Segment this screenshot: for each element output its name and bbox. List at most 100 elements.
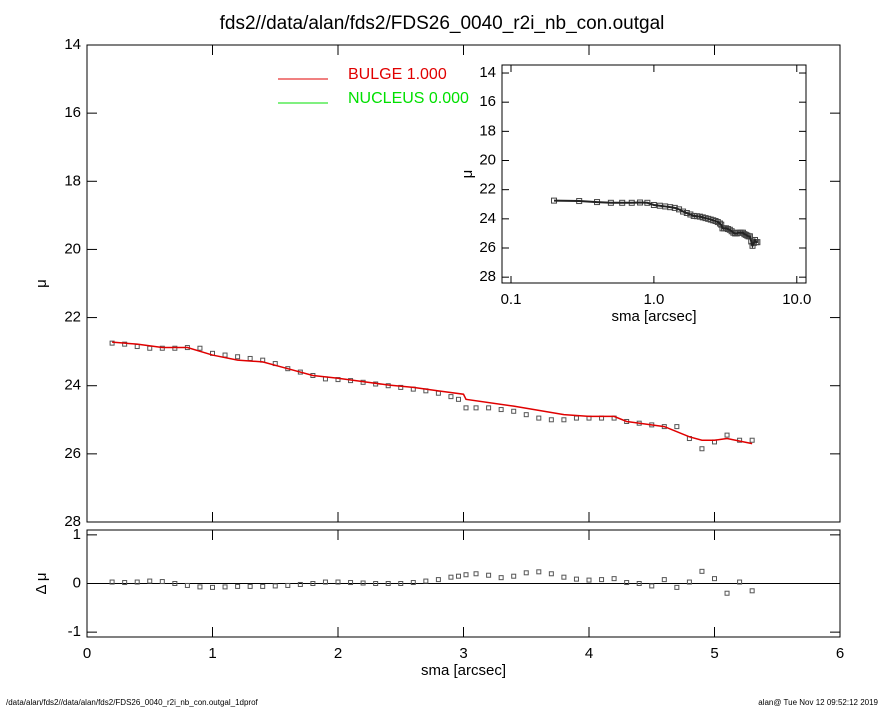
- x-axis-label: sma [arcsec]: [611, 308, 696, 325]
- data-point: [448, 394, 454, 400]
- data-point: [260, 583, 266, 589]
- y-tick-label: 28: [479, 268, 496, 285]
- data-point: [222, 352, 228, 358]
- y-tick-label: 0: [73, 574, 81, 591]
- x-tick-label: 5: [710, 645, 718, 662]
- x-tick-label: 6: [836, 645, 844, 662]
- y-tick-label: 18: [64, 172, 81, 189]
- data-point: [536, 569, 542, 575]
- data-point: [649, 583, 655, 589]
- data-point: [385, 581, 391, 586]
- data-point: [586, 577, 592, 583]
- data-point: [247, 355, 253, 361]
- data-point: [172, 581, 178, 586]
- data-point: [455, 573, 461, 579]
- y-tick-label: 14: [64, 36, 81, 53]
- data-point: [235, 583, 241, 589]
- data-point: [423, 578, 429, 584]
- data-point: [272, 583, 278, 589]
- data-point: [674, 584, 680, 590]
- data-point: [197, 584, 203, 590]
- data-point: [561, 574, 567, 580]
- y-axis-label: Δ μ: [33, 572, 50, 594]
- data-point: [310, 581, 316, 586]
- y-tick-label: 26: [64, 445, 81, 462]
- data-point: [335, 579, 341, 585]
- y-tick-label: 16: [479, 93, 496, 110]
- x-tick-label: 2: [334, 645, 342, 662]
- data-point: [737, 579, 743, 585]
- data-point: [184, 582, 190, 588]
- data-point: [486, 572, 492, 578]
- y-tick-label: 24: [64, 377, 81, 394]
- data-point: [410, 580, 416, 586]
- y-tick-label: 26: [479, 239, 496, 256]
- y-tick-label: 1: [73, 526, 81, 543]
- x-tick-label: 4: [585, 645, 593, 662]
- y-tick-label: 20: [64, 240, 81, 257]
- y-tick-label: 22: [479, 181, 496, 198]
- data-point: [561, 417, 567, 423]
- data-point: [473, 405, 479, 411]
- inset-background: [502, 65, 806, 283]
- model-line: [112, 341, 753, 445]
- data-point: [159, 579, 165, 585]
- data-point: [435, 390, 441, 396]
- data-point: [523, 570, 529, 576]
- data-point: [285, 582, 291, 588]
- x-tick-label: 1.0: [643, 291, 664, 308]
- chart-title: fds2//data/alan/fds2/FDS26_0040_r2i_nb_c…: [220, 13, 665, 34]
- data-point: [611, 576, 617, 582]
- data-point: [134, 344, 140, 350]
- data-point: [573, 415, 579, 421]
- data-point: [222, 584, 228, 590]
- data-point: [463, 572, 469, 578]
- data-point: [624, 580, 630, 586]
- data-point: [122, 580, 128, 586]
- data-point: [147, 578, 153, 584]
- y-axis-label: μ: [33, 279, 50, 288]
- data-point: [109, 579, 115, 585]
- x-tick-label: 3: [459, 645, 467, 662]
- data-point: [599, 577, 605, 583]
- data-point: [511, 573, 517, 579]
- y-tick-label: -1: [68, 623, 81, 640]
- data-point: [724, 590, 730, 596]
- data-point: [473, 571, 479, 577]
- data-point: [749, 437, 755, 443]
- x-tick-label: 0.1: [501, 291, 522, 308]
- data-point: [435, 577, 441, 583]
- y-tick-label: 20: [479, 151, 496, 168]
- data-point: [297, 581, 303, 587]
- y-tick-label: 18: [479, 122, 496, 139]
- data-point: [235, 354, 241, 360]
- x-tick-label: 10.0: [782, 291, 811, 308]
- data-point: [724, 432, 730, 438]
- x-axis-label: sma [arcsec]: [421, 662, 506, 679]
- data-point: [486, 405, 492, 411]
- data-point: [210, 584, 215, 590]
- legend-label: BULGE 1.000: [348, 66, 447, 83]
- data-point: [536, 415, 542, 421]
- data-point: [398, 581, 404, 586]
- data-point: [360, 580, 366, 586]
- data-point: [548, 417, 554, 423]
- data-point: [699, 568, 705, 574]
- data-point: [498, 407, 504, 413]
- data-point: [498, 575, 504, 581]
- data-point: [749, 588, 755, 594]
- x-tick-label: 0: [83, 645, 91, 662]
- profile-line: [553, 199, 758, 249]
- data-point: [463, 405, 469, 411]
- data-point: [674, 424, 680, 430]
- data-point: [147, 345, 153, 351]
- data-point: [712, 576, 717, 582]
- data-point: [247, 583, 253, 589]
- footer-path: /data/alan/fds2//data/alan/fds2/FDS26_00…: [6, 698, 259, 707]
- y-axis-label: μ: [459, 170, 476, 179]
- data-point: [122, 341, 128, 347]
- y-tick-label: 24: [479, 210, 496, 227]
- data-point: [699, 446, 705, 452]
- data-point: [197, 345, 203, 351]
